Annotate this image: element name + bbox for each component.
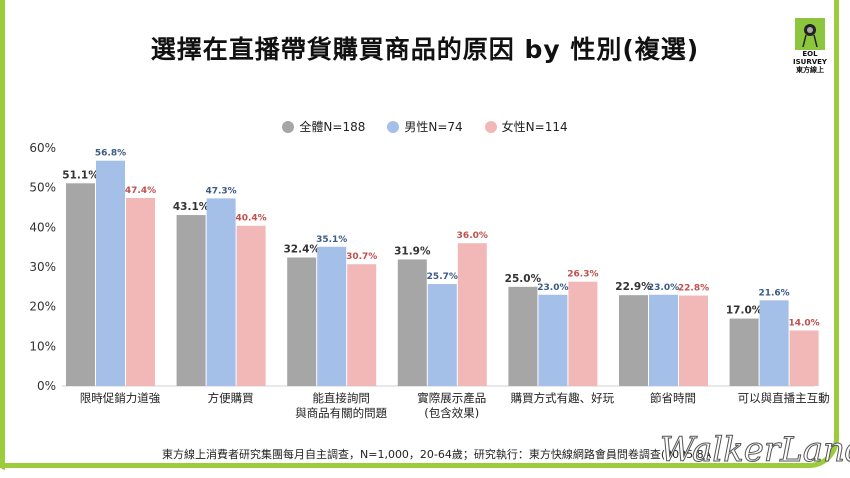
logo-text: ISURVEY	[793, 58, 827, 66]
x-tick-label: 節省時間	[650, 391, 696, 405]
y-tick-label: 20%	[29, 300, 56, 314]
bar-0	[176, 215, 206, 386]
legend-swatch	[387, 120, 400, 133]
data-label: 35.1%	[316, 235, 347, 245]
bar-2	[789, 330, 819, 386]
x-tick-label: 實際展示產品	[417, 391, 486, 405]
bar-1	[96, 160, 125, 386]
data-label: 30.7%	[346, 252, 377, 262]
x-tick-label: 方便購買	[208, 391, 254, 405]
logo-text: 東方線上	[796, 66, 824, 74]
bar-2	[236, 225, 266, 386]
bar-0	[508, 286, 538, 386]
y-tick-label: 0%	[37, 379, 56, 393]
data-label: 31.9%	[394, 245, 431, 257]
bar-2	[457, 243, 487, 386]
legend-label: 女性N=114	[501, 120, 568, 134]
x-tick-label: 限時促銷力道強	[80, 391, 161, 405]
x-tick-label: 與商品有關的問題	[295, 406, 387, 420]
bar-2	[568, 281, 598, 386]
bar-1	[317, 246, 347, 386]
y-tick-label: 10%	[29, 339, 56, 353]
bar-1	[759, 300, 789, 386]
legend-swatch	[282, 120, 295, 133]
bar-2	[679, 295, 708, 386]
y-tick-label: 60%	[29, 141, 56, 155]
legend-swatch	[484, 120, 497, 133]
legend-label: 全體N=188	[299, 120, 366, 134]
bar-1	[206, 198, 236, 386]
data-label: 23.0%	[648, 283, 679, 293]
bar-0	[66, 183, 95, 386]
legend-item: 女性N=114	[484, 118, 568, 135]
data-label: 47.4%	[125, 186, 156, 196]
data-label: 40.4%	[235, 214, 266, 224]
frame-border	[0, 0, 839, 468]
x-tick-label: 可以與直播主互動	[738, 391, 830, 405]
data-label: 43.1%	[173, 201, 210, 213]
legend-label: 男性N=74	[404, 120, 463, 134]
bar-2	[126, 197, 155, 386]
chart-title: 選擇在直播帶貨購買商品的原因 by 性別(複選)	[150, 35, 700, 64]
data-label: 17.0%	[726, 305, 763, 317]
y-tick-label: 50%	[29, 181, 56, 195]
eol-isurvey-logo: EOL ISURVEY 東方線上	[790, 18, 830, 74]
bar-1	[427, 284, 457, 386]
data-label: 36.0%	[457, 231, 488, 241]
data-label: 23.0%	[537, 283, 568, 293]
frame-border-left	[0, 0, 5, 470]
bar-0	[619, 295, 648, 386]
y-tick-label: 30%	[29, 260, 56, 274]
x-tick-label: 購買方式有趣、好玩	[511, 391, 615, 405]
chart-legend: 全體N=188 男性N=74 女性N=114	[0, 118, 850, 135]
data-label: 26.3%	[567, 270, 598, 280]
data-label: 56.8%	[95, 149, 126, 159]
data-label: 22.8%	[678, 284, 709, 294]
data-label: 21.6%	[758, 288, 789, 298]
bar-1	[649, 294, 678, 386]
bar-0	[287, 257, 317, 386]
walkerland-watermark: WalkerLand	[660, 430, 850, 471]
data-label: 32.4%	[283, 243, 320, 255]
data-label: 25.0%	[505, 273, 542, 285]
data-label: 51.1%	[62, 169, 99, 181]
bar-2	[347, 264, 377, 386]
data-label: 25.7%	[427, 272, 458, 282]
bar-1	[538, 294, 568, 386]
y-tick-label: 40%	[29, 220, 56, 234]
logo-eye-icon	[795, 18, 825, 50]
data-label: 14.0%	[788, 318, 819, 328]
bar-0	[729, 318, 759, 386]
data-label: 22.9%	[615, 281, 652, 293]
legend-item: 男性N=74	[387, 118, 463, 135]
x-tick-label: 能直接詢問	[312, 391, 370, 405]
source-note: 東方線上消費者研究集團每月自主調查，N=1,000，20-64歲；研究執行：東方…	[162, 448, 712, 461]
bar-0	[397, 259, 427, 386]
legend-item: 全體N=188	[282, 118, 365, 135]
x-tick-label: (包含效果)	[424, 406, 479, 420]
data-label: 47.3%	[205, 186, 236, 196]
logo-text: EOL	[802, 50, 818, 58]
